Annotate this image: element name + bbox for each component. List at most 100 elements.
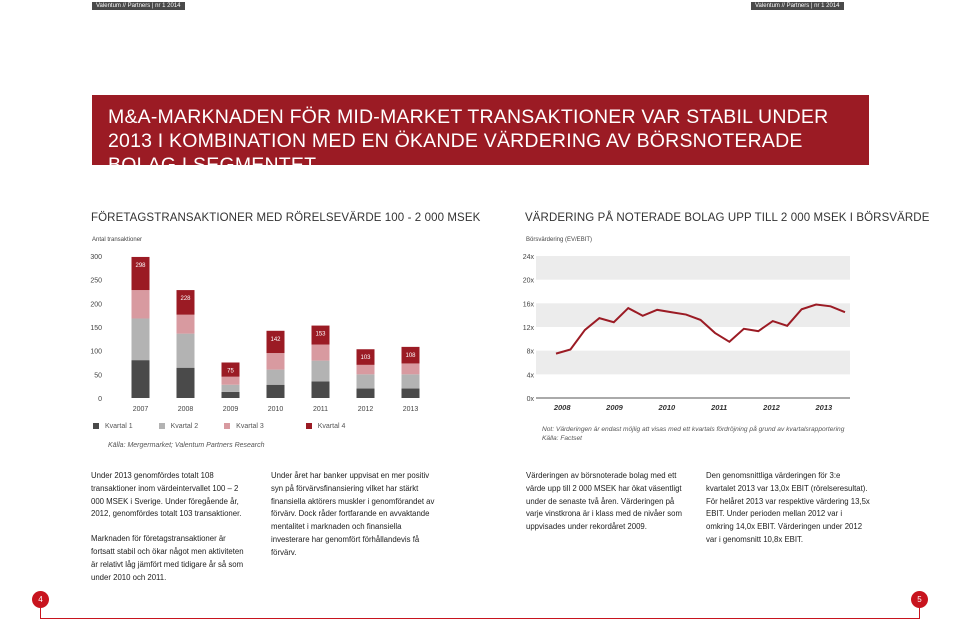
bar-segment (221, 376, 240, 385)
bar-segment (356, 388, 375, 398)
paragraph: Under 2013 genomfördes totalt 108 transa… (91, 471, 242, 519)
right-axis-label: Börsvärdering (EV/EBIT) (526, 237, 593, 243)
y-tick-label: 16x (523, 301, 535, 308)
bar-segment (221, 384, 240, 392)
title-banner: M&A-MARKNADEN FÖR MID-MARKET TRANSAKTION… (92, 95, 869, 176)
bar-segment (266, 384, 285, 398)
bar-total-label: 108 (405, 353, 416, 359)
legend-label: Kvartal 2 (170, 423, 199, 430)
legend-item-q4: Kvartal 4 (305, 423, 346, 430)
bar-segment (311, 325, 330, 345)
legend-item-q3: Kvartal 3 (224, 423, 264, 430)
footer-line-right (480, 618, 920, 619)
x-tick-label: 2009 (605, 403, 624, 412)
paragraph: Under året har banker uppvisat en mer po… (271, 471, 435, 557)
legend-item-q1: Kvartal 1 (93, 423, 133, 430)
x-tick-label: 2010 (268, 406, 284, 413)
x-tick-label: 2011 (710, 403, 727, 412)
bar-segment (131, 318, 150, 361)
legend-item-q2: Kvartal 2 (158, 423, 199, 430)
page-title: M&A-MARKNADEN FÖR MID-MARKET TRANSAKTION… (108, 106, 829, 176)
bar-segment (356, 349, 375, 365)
header-tag-right: Valentum // Partners | nr 1 2014 (751, 2, 844, 10)
x-tick-label: 2011 (313, 406, 328, 413)
text-column-4: Den genomsnittliga värderingen för 3:e k… (706, 470, 870, 559)
bar-segment (221, 391, 240, 398)
y-tick-label: 4x (527, 372, 535, 379)
y-tick-label: 200 (90, 301, 102, 308)
x-tick-label: 2009 (223, 406, 239, 413)
y-tick-label: 20x (523, 278, 535, 285)
bar-segment (176, 333, 195, 368)
y-tick-label: 50 (94, 372, 102, 379)
bar-segment (266, 369, 285, 385)
legend-swatch (93, 423, 99, 430)
grid-band (536, 350, 850, 375)
bar-total-label: 103 (360, 355, 371, 361)
left-chart-source: Källa: Mergermarket; Valentum Partners R… (108, 442, 265, 449)
legend-swatch (224, 423, 231, 430)
y-tick-label: 0x (527, 396, 535, 403)
bar-segment (311, 360, 330, 382)
bar-total-label: 75 (227, 369, 234, 375)
legend-swatch (305, 423, 312, 430)
right-chart-note: Not: Värderingen är endast möjlig att vi… (542, 425, 862, 443)
bar-segment (311, 344, 330, 361)
bar-segment (356, 364, 375, 375)
y-tick-label: 0 (98, 396, 102, 403)
left-axis-label: Antal transaktioner (92, 237, 143, 243)
bar-total-label: 153 (315, 332, 326, 338)
bar-segment (266, 353, 285, 370)
bar-total-label: 228 (180, 296, 191, 302)
chart-legend: Kvartal 1 Kvartal 2 Kvartal 3 Kvartal 4 (93, 423, 345, 430)
x-tick-label: 2008 (553, 403, 572, 412)
right-section-title: VÄRDERING PÅ NOTERADE BOLAG UPP TILL 2 0… (525, 212, 930, 224)
grid-band (536, 256, 850, 280)
bar-segment (401, 388, 420, 398)
paragraph: Värderingen av börsnoterade bolag med et… (526, 471, 682, 532)
bar-total-label: 142 (270, 337, 281, 343)
text-column-1: Under 2013 genomfördes totalt 108 transa… (91, 470, 249, 596)
bar-segment (176, 290, 195, 315)
bar-segment (131, 290, 150, 319)
bar-segment (176, 314, 195, 334)
grid-band (536, 303, 850, 327)
y-tick-label: 24x (523, 254, 535, 261)
bar-total-label: 298 (135, 263, 146, 269)
bar-segment (221, 362, 240, 377)
legend-label: Kvartal 4 (317, 423, 346, 430)
bar-segment (131, 360, 150, 398)
y-tick-label: 8x (527, 349, 535, 356)
page-number-right: 5 (911, 591, 928, 608)
x-tick-label: 2013 (814, 403, 833, 412)
bar-segment (401, 374, 420, 389)
y-tick-label: 12x (523, 325, 535, 332)
x-tick-label: 2012 (762, 403, 781, 412)
right-chart-source: Källa: Factset (542, 435, 582, 442)
bar-segment (401, 346, 420, 364)
y-tick-label: 250 (90, 278, 102, 285)
valuation-line-chart: 0x 4x 8x 12x 16x 20x 24x 2008 2009 2010 2011 2012 20… (523, 254, 850, 412)
page-number-left: 4 (32, 591, 49, 608)
valuation-line (555, 303, 846, 355)
legend-swatch (158, 423, 165, 430)
bar-segment (356, 374, 375, 389)
x-tick-label: 2012 (358, 406, 374, 413)
text-column-2: Under året har banker uppvisat en mer po… (271, 470, 435, 572)
y-tick-label: 150 (90, 325, 102, 332)
x-tick-label: 2008 (178, 406, 194, 413)
legend-label: Kvartal 3 (236, 423, 264, 430)
text-column-3: Värderingen av börsnoterade bolag med et… (526, 470, 690, 546)
bar-segment (131, 256, 150, 291)
bar-segment (266, 330, 285, 354)
header-tag-left: Valentum // Partners | nr 1 2014 (92, 2, 185, 10)
paragraph: Den genomsnittliga värderingen för 3:e k… (706, 471, 870, 544)
transactions-bar-chart: 0 50 100 150 200 250 300 298 2007 228 2008 75 2009 14… (90, 254, 420, 413)
bar-segment (176, 367, 195, 398)
paragraph: Marknaden för företagstransaktioner är f… (91, 534, 244, 582)
note-text: Not: Värderingen är endast möjlig att vi… (542, 426, 845, 433)
x-tick-label: 2007 (133, 406, 149, 413)
bar-segment (401, 363, 420, 375)
left-section-title: FÖRETAGSTRANSAKTIONER MED RÖRELSEVÄRDE 1… (91, 212, 481, 224)
y-tick-label: 100 (90, 349, 102, 356)
